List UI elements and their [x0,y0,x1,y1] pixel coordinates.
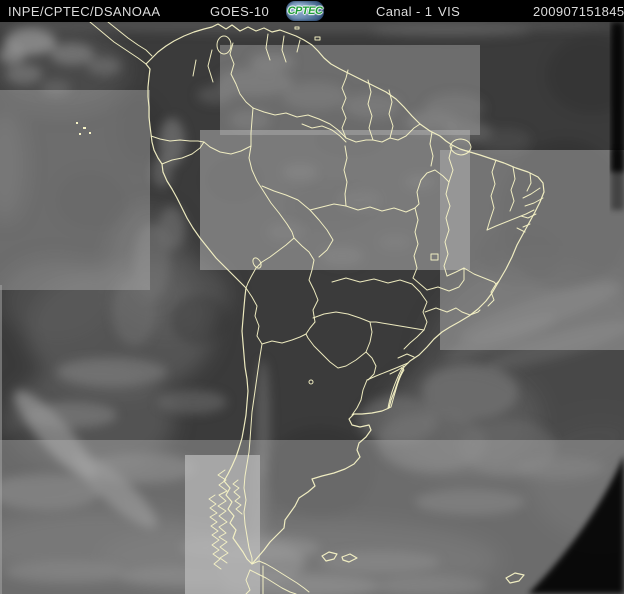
patos-lagoon-outline [387,367,405,409]
lake-maracaibo-outline [216,35,232,55]
mar-chiquita-outline [308,379,314,385]
margarita-island [294,26,300,30]
south-america-coastline [145,23,545,565]
south-georgia-island [505,572,525,584]
trinidad-island [314,36,321,41]
lake-titicaca-outline [252,257,262,269]
title-bar: INPE/CPTEC/DSA NOAA GOES-10 CPTEC Canal … [0,0,624,22]
channel-label: Canal - 1 [376,4,433,19]
galapagos-islands [76,122,91,135]
patagonia-fjords [208,469,243,570]
satellite-label: GOES-10 [210,4,270,19]
timestamp-label: 200907151845 [533,4,624,19]
satellite-map-image [0,17,624,594]
distrito-federal-outline [430,253,439,261]
tierra-del-fuego [245,560,310,594]
state-borders [261,123,544,409]
central-america-coastline [89,21,147,65]
minor-admin-lines [192,33,301,83]
central-america-coastline-2 [107,21,153,57]
islands-and-lakes [76,26,525,584]
country-borders [150,42,421,565]
dark-noise-layer [0,22,624,594]
marajo-island-outline [449,138,472,156]
cptec-logo-icon: CPTEC [286,1,324,21]
cptec-logo-text: CPTEC [287,5,323,17]
noaa-label: NOAA [122,4,161,19]
political-boundaries-layer [76,21,545,594]
earth-limb-layer [0,22,624,594]
channel-type-label: VIS [438,4,461,19]
satellite-image-svg [0,17,624,594]
agency-label: INPE/CPTEC/DSA [8,4,122,19]
falkland-east-island [341,553,358,563]
falkland-west-island [321,551,338,562]
